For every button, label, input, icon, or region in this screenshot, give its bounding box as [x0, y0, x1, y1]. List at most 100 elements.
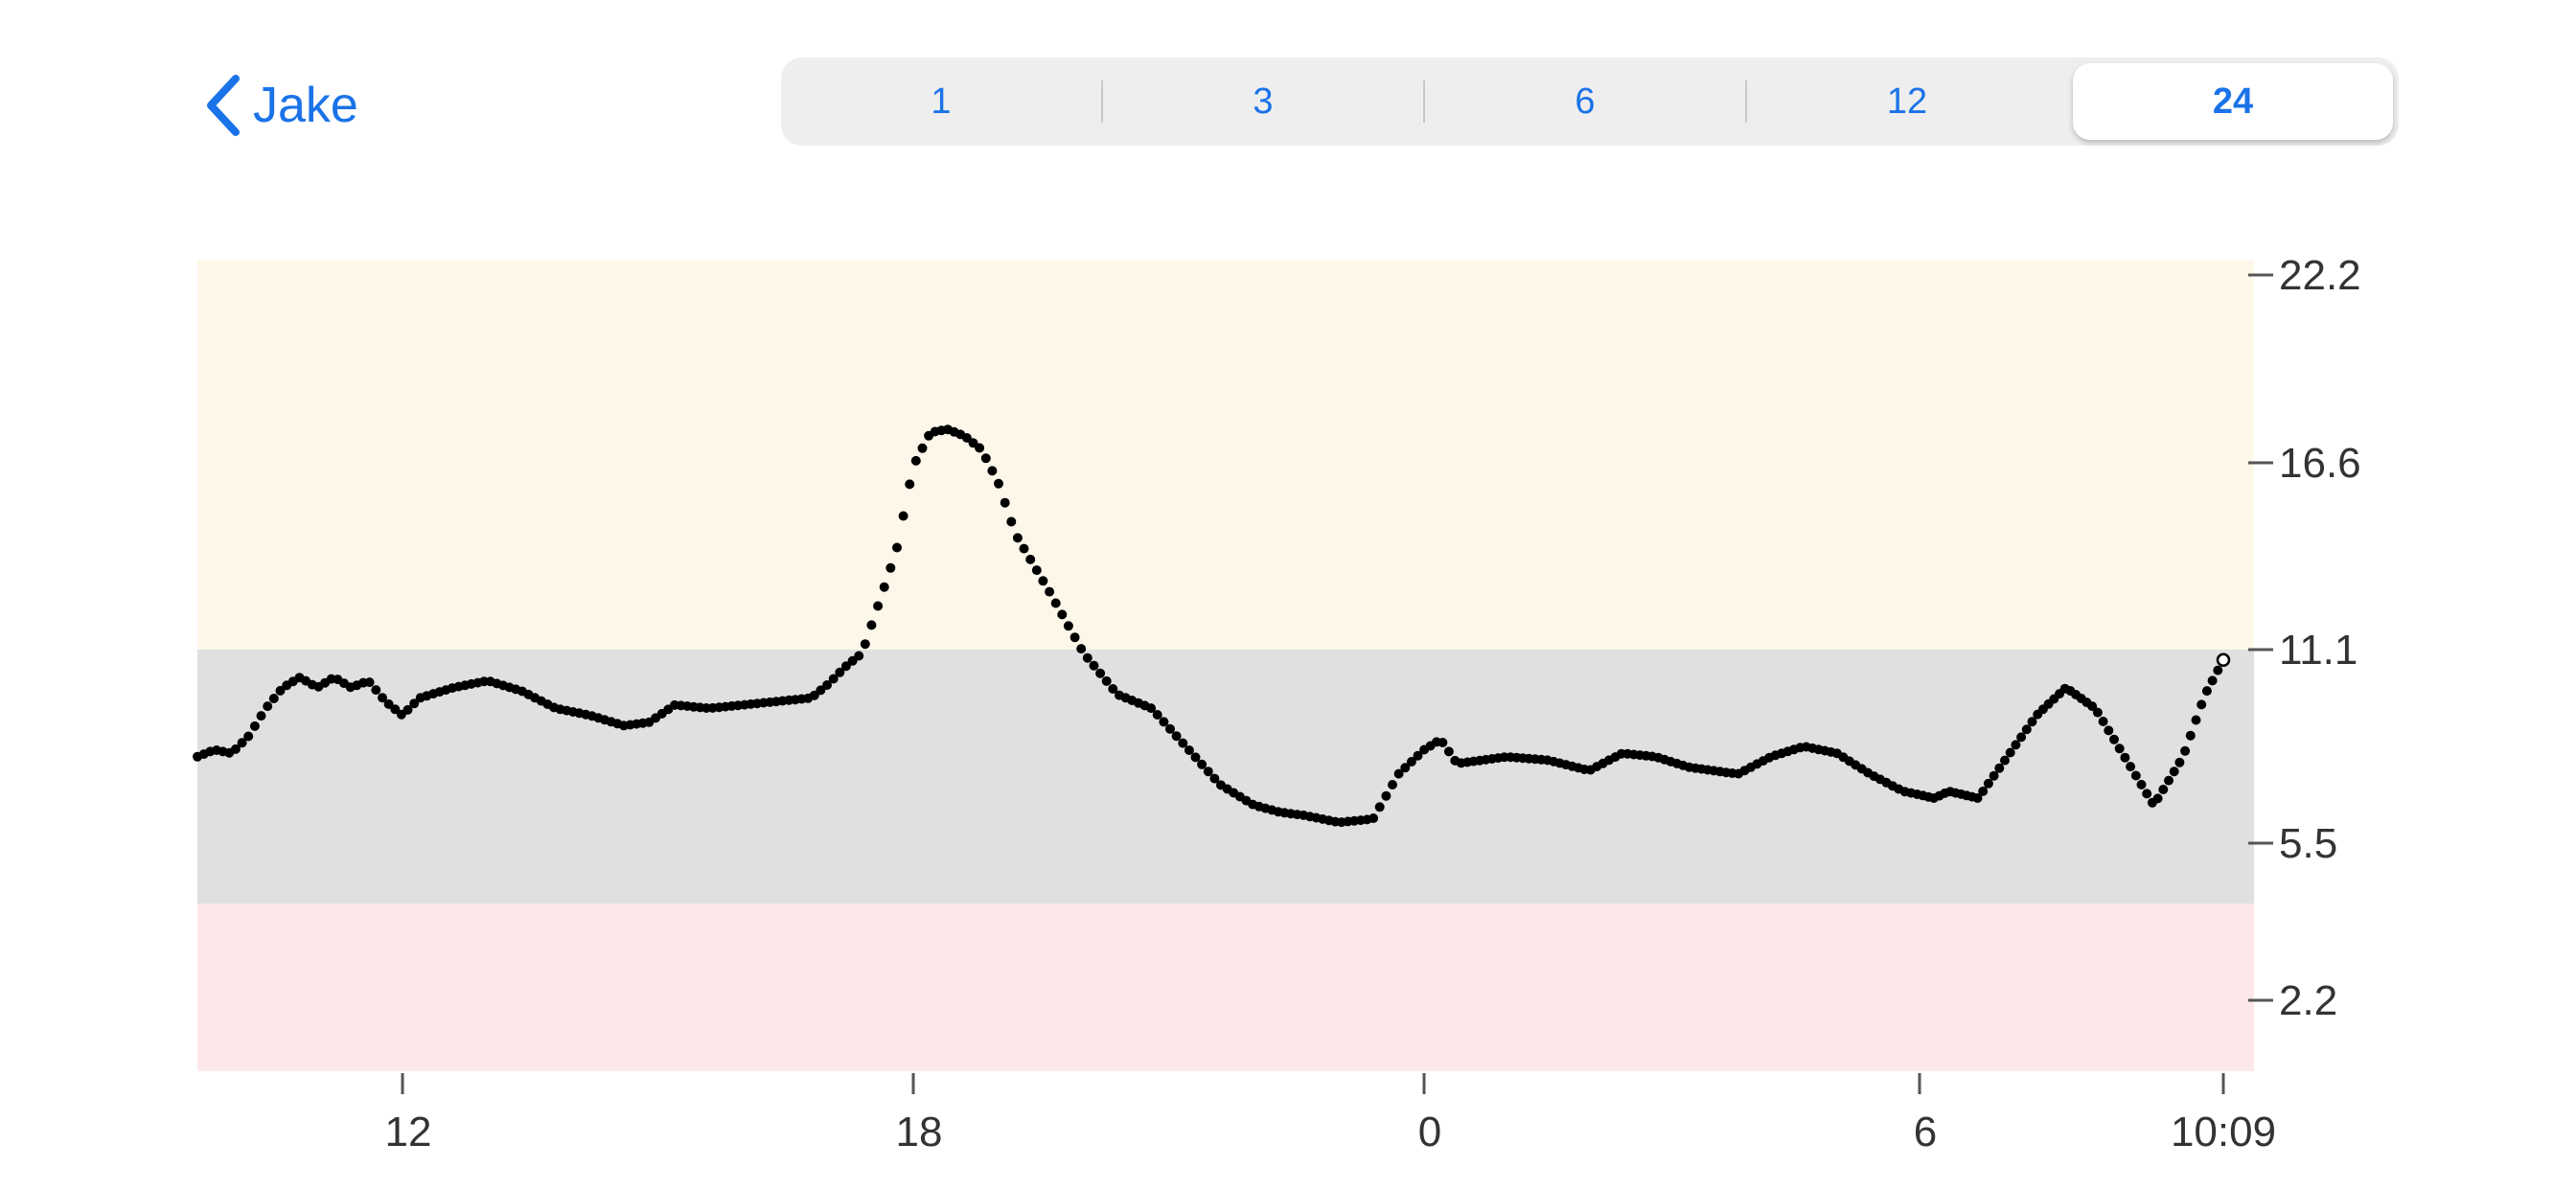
reading-point: [1413, 750, 1423, 761]
reading-point: [1101, 675, 1112, 686]
reading-point: [409, 698, 420, 709]
reading-point: [1374, 802, 1385, 812]
time-range-selector[interactable]: 1 3 6 12 24: [781, 57, 2399, 146]
range-option-1[interactable]: 1: [931, 80, 952, 122]
reading-point: [1178, 738, 1188, 748]
y-tick-label: 5.5: [2279, 820, 2337, 867]
reading-point: [2000, 755, 2010, 766]
segment-divider: [1101, 80, 1103, 123]
reading-point: [2120, 752, 2130, 763]
reading-point: [378, 693, 387, 703]
reading-point: [364, 677, 375, 688]
reading-point: [1012, 533, 1023, 543]
range-option-3[interactable]: 3: [1253, 80, 1274, 122]
reading-point: [1438, 738, 1448, 747]
reading-point: [1994, 763, 2005, 773]
range-option-6[interactable]: 6: [1575, 80, 1596, 122]
reading-point: [263, 701, 273, 712]
reading-point: [390, 704, 401, 715]
reading-point: [866, 620, 877, 630]
reading-point: [816, 685, 826, 696]
reading-point: [1443, 746, 1454, 757]
reading-point: [828, 674, 839, 684]
reading-point: [1050, 598, 1061, 608]
reading-point: [2027, 717, 2037, 727]
reading-point: [854, 651, 864, 661]
reading-point: [2201, 686, 2212, 697]
x-axis: 12 18 0 6 10:09: [385, 1073, 2276, 1156]
back-label: Jake: [253, 78, 358, 133]
reading-point: [2152, 793, 2163, 804]
y-tick-label: 11.1: [2279, 627, 2358, 674]
reading-point: [2207, 675, 2218, 686]
x-tick-label: 10:09: [2171, 1109, 2276, 1156]
reading-point: [1400, 763, 1411, 773]
reading-point: [1089, 660, 1099, 671]
range-option-12[interactable]: 12: [1886, 80, 1928, 122]
reading-point: [835, 667, 845, 677]
reading-point: [256, 711, 266, 721]
y-tick-label: 16.6: [2279, 440, 2361, 487]
reading-point: [860, 639, 870, 650]
reading-point: [243, 731, 254, 742]
reading-point: [371, 685, 381, 696]
reading-point: [975, 443, 985, 453]
x-tick-label: 18: [896, 1109, 943, 1156]
reading-point: [2011, 740, 2021, 750]
reading-point: [2191, 715, 2201, 725]
reading-point: [383, 698, 394, 709]
reading-point: [905, 479, 915, 490]
reading-point: [873, 601, 884, 611]
x-tick-label: 6: [1914, 1109, 1937, 1156]
reading-point: [1184, 745, 1194, 755]
reading-point: [910, 455, 921, 466]
reading-point: [1197, 759, 1208, 769]
reading-point: [1190, 752, 1201, 763]
segment-divider: [1745, 80, 1747, 123]
reading-points: [193, 424, 2231, 828]
reading-point: [1388, 780, 1397, 790]
reading-point: [1978, 786, 1989, 796]
reading-point: [1972, 793, 1983, 803]
y-tick-label: 22.2: [2279, 252, 2361, 299]
reading-point: [2164, 775, 2174, 786]
reading-point: [2126, 762, 2136, 772]
reading-point: [2142, 789, 2152, 799]
reading-point: [1082, 652, 1092, 663]
range-option-24[interactable]: 24: [2073, 63, 2393, 140]
reading-point: [249, 721, 260, 731]
reading-point: [1152, 710, 1162, 720]
reading-point: [2130, 770, 2141, 781]
reading-point: [1095, 668, 1106, 678]
reading-point: [1108, 684, 1118, 694]
back-button[interactable]: Jake: [203, 69, 358, 142]
reading-point: [1203, 767, 1213, 777]
reading-point: [1076, 644, 1087, 654]
reading-point: [1045, 586, 1055, 597]
reading-point: [2174, 757, 2185, 767]
reading-point: [1368, 813, 1379, 823]
reading-point: [2104, 725, 2114, 736]
reading-point: [1393, 768, 1404, 779]
reading-point: [2098, 717, 2108, 726]
reading-point: [879, 582, 889, 592]
reading-point: [1406, 757, 1416, 767]
reading-point: [2213, 665, 2223, 675]
reading-point: [230, 744, 241, 754]
chevron-left-icon: [203, 75, 242, 136]
reading-point: [1146, 703, 1157, 714]
reading-point: [1989, 770, 1999, 781]
high-range-band: [197, 261, 2254, 650]
reading-point: [2114, 744, 2125, 754]
reading-point: [2158, 785, 2169, 794]
reading-point: [2087, 701, 2098, 712]
y-tick-label: 2.2: [2279, 977, 2337, 1024]
reading-point: [268, 694, 279, 703]
reading-point: [1159, 717, 1169, 727]
reading-point: [1057, 609, 1068, 620]
reading-point: [2109, 734, 2119, 744]
reading-point: [2169, 767, 2179, 777]
reading-point: [892, 542, 902, 553]
x-tick-label: 0: [1418, 1109, 1441, 1156]
reading-point: [1165, 723, 1175, 734]
